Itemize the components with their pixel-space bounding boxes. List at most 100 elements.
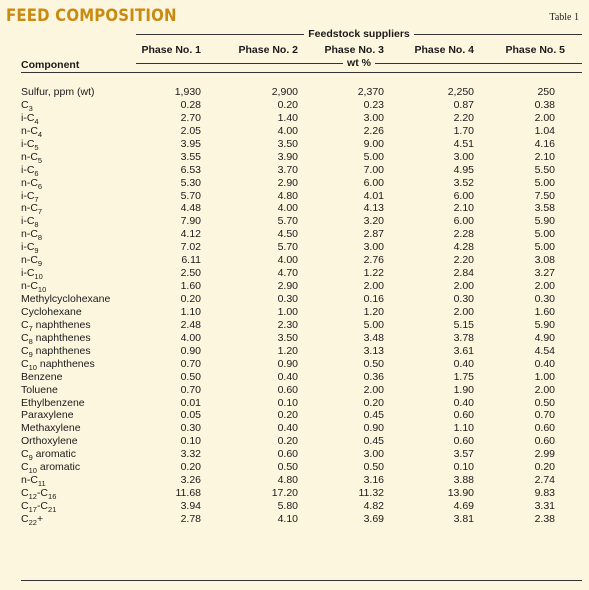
- table-row: i-C7 5.70 4.80 4.01 6.00 7.50: [0, 190, 589, 203]
- component-name: n-C10: [21, 280, 47, 295]
- component-name: C22+: [21, 512, 44, 527]
- table-row: C17-C21 3.94 5.80 4.82 4.69 3.31: [0, 500, 589, 513]
- phase-1-value: 1.10: [180, 305, 201, 318]
- phase-4-value: 3.88: [453, 474, 474, 487]
- phase-2-header: Phase No. 2: [238, 44, 298, 56]
- phase-3-value: 3.13: [363, 344, 384, 357]
- phase-4-value: 2.28: [453, 228, 474, 241]
- phase-1-value: 5.30: [180, 176, 201, 189]
- component-name: Orthoxylene: [21, 435, 78, 448]
- phase-4-value: 2,250: [447, 86, 474, 98]
- phase-4-value: 2.20: [453, 254, 474, 267]
- component-name: C9 aromatic: [21, 448, 76, 463]
- component-name: C17-C21: [21, 500, 57, 514]
- component-name: n-C11: [21, 474, 46, 489]
- phase-2-value: 4.50: [277, 228, 298, 241]
- component-name: n-C8: [21, 228, 43, 243]
- phase-4-value: 3.00: [453, 150, 474, 163]
- phase-2-value: 4.00: [277, 202, 298, 215]
- table-row: Methylcyclohexane 0.20 0.30 0.16 0.30 0.30: [0, 293, 589, 306]
- phase-1-value: 1,930: [174, 86, 201, 98]
- table-row: Orthoxylene 0.10 0.20 0.45 0.60 0.60: [0, 435, 589, 448]
- component-name: C7 naphthenes: [21, 318, 91, 333]
- phase-5-value: 5.90: [534, 215, 555, 228]
- component-header: Component: [21, 59, 80, 71]
- phase-3-value: 5.00: [363, 318, 384, 331]
- phase-1-value: 6.53: [180, 163, 201, 176]
- phase-1-value: 3.95: [180, 137, 201, 150]
- phase-3-value: 4.82: [363, 500, 384, 512]
- component-name: i-C5: [21, 137, 39, 152]
- phase-4-value: 3.81: [453, 512, 474, 525]
- component-name: C10 naphthenes: [21, 357, 95, 372]
- phase-2-value: 0.10: [277, 396, 298, 409]
- phase-3-value: 7.00: [363, 163, 384, 176]
- unit-label: wt %: [347, 57, 371, 69]
- component-name: n-C9: [21, 254, 43, 269]
- phase-2-value: 4.70: [277, 267, 298, 280]
- component-name: i-C6: [21, 163, 39, 178]
- phase-1-value: 0.50: [180, 370, 201, 383]
- phase-2-value: 2.30: [277, 318, 298, 331]
- phase-2-value: 5.80: [277, 500, 298, 512]
- phase-2-value: 0.40: [277, 370, 298, 383]
- component-name: Methylcyclohexane: [21, 293, 111, 305]
- table-row: C12-C16 11.68 17.20 11.32 13.90 9.83: [0, 487, 589, 500]
- phase-1-value: 0.05: [180, 409, 201, 422]
- phase-3-value: 2.87: [363, 228, 384, 241]
- phase-3-value: 2.00: [363, 280, 384, 293]
- phase-1-value: 0.70: [180, 383, 201, 396]
- phase-4-value: 3.61: [453, 344, 474, 357]
- table-row: Toluene 0.70 0.60 2.00 1.90 2.00: [0, 384, 589, 397]
- phase-2-value: 4.00: [277, 254, 298, 267]
- phase-4-value: 4.95: [453, 163, 474, 176]
- header-rule-right: [413, 33, 583, 35]
- phase-2-value: 4.10: [277, 512, 298, 525]
- phase-5-value: 0.40: [534, 357, 555, 370]
- phase-3-value: 3.00: [363, 448, 384, 461]
- phase-5-header: Phase No. 5: [505, 44, 565, 56]
- table-title: FEED COMPOSITION: [6, 6, 177, 26]
- phase-2-value: 3.90: [277, 150, 298, 163]
- table-row: C7 naphthenes 2.48 2.30 5.00 5.15 5.90: [0, 319, 589, 332]
- table-row: n-C11 3.26 4.80 3.16 3.88 2.74: [0, 474, 589, 487]
- phase-4-value: 3.52: [453, 176, 474, 189]
- phase-3-value: 2.00: [363, 383, 384, 396]
- component-name: C9 naphthenes: [21, 344, 91, 359]
- phase-4-value: 0.60: [453, 435, 474, 448]
- unit-header: wt %: [136, 57, 583, 69]
- phase-1-value: 5.70: [180, 189, 201, 202]
- component-name: C12-C16: [21, 487, 57, 502]
- phase-2-value: 1.40: [277, 111, 298, 124]
- phase-3-value: 0.50: [363, 357, 384, 370]
- phase-5-value: 5.00: [534, 241, 555, 254]
- component-name: Benzene: [21, 370, 63, 383]
- phase-5-value: 2.00: [534, 383, 555, 396]
- component-name: Paraxylene: [21, 409, 74, 422]
- phase-1-value: 3.32: [180, 448, 201, 461]
- phase-5-value: 3.31: [534, 500, 555, 512]
- table-row: C9 naphthenes 0.90 1.20 3.13 3.61 4.54: [0, 345, 589, 358]
- phase-5-value: 2.00: [534, 280, 555, 293]
- phase-1-value: 2.50: [180, 267, 201, 280]
- unit-rule-right: [374, 62, 583, 64]
- table-row: n-C8 4.12 4.50 2.87 2.28 5.00: [0, 228, 589, 241]
- table-row: Methaxylene 0.30 0.40 0.90 1.10 0.60: [0, 422, 589, 435]
- unit-rule-left: [136, 62, 344, 64]
- phase-4-value: 5.15: [453, 318, 474, 331]
- phase-3-value: 0.20: [363, 396, 384, 409]
- phase-3-value: 0.90: [363, 422, 384, 435]
- table-row: C9 aromatic 3.32 0.60 3.00 3.57 2.99: [0, 448, 589, 461]
- phase-4-value: 1.70: [453, 124, 474, 137]
- phase-1-value: 3.55: [180, 150, 201, 163]
- phase-4-value: 6.00: [453, 215, 474, 228]
- phase-1-value: 2.48: [180, 318, 201, 331]
- phase-3-value: 3.20: [363, 215, 384, 228]
- phase-5-value: 1.60: [534, 305, 555, 318]
- phase-2-value: 4.00: [277, 124, 298, 137]
- phase-5-value: 3.58: [534, 202, 555, 215]
- phase-3-value: 3.00: [363, 111, 384, 124]
- phase-3-value: 0.45: [363, 409, 384, 422]
- table-row: C22+ 2.78 4.10 3.69 3.81 2.38: [0, 513, 589, 526]
- phase-5-value: 0.60: [534, 435, 555, 448]
